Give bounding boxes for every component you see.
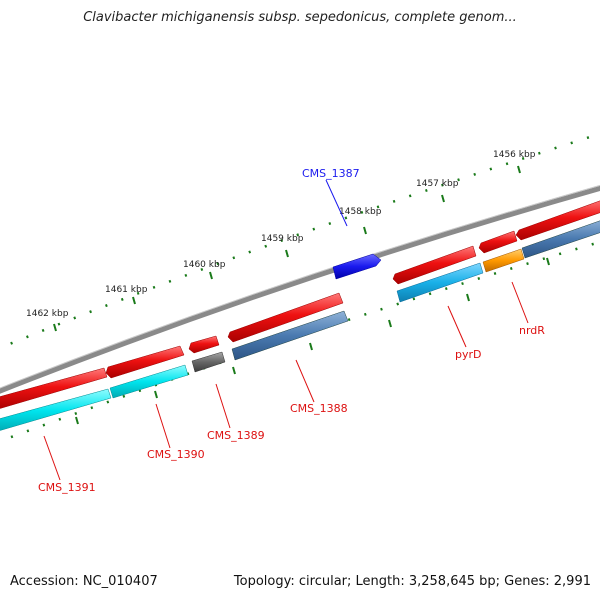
gene-cms1387[interactable] [332,253,382,280]
gene-label-cms1390[interactable]: CMS_1390 [147,448,205,461]
gene-label-cms1389[interactable]: CMS_1389 [207,429,265,442]
ruler-label-1462: 1462 kbp [26,309,69,319]
gene-cms1390-forward[interactable] [105,345,185,379]
ruler-label-1456: 1456 kbp [493,150,536,160]
gene-pyrd-forward[interactable] [392,245,477,285]
genome-backbone-highlight [0,184,600,389]
feature-next[interactable] [521,219,600,259]
gene-label-cms1388[interactable]: CMS_1388 [290,402,348,415]
gene-label-nrdr[interactable]: nrdR [519,324,545,337]
gene-label-pyrd[interactable]: pyrD [455,348,482,361]
genome-summary-text: Topology: circular; Length: 3,258,645 bp… [233,574,591,589]
gene-cms1391-forward[interactable] [0,367,108,410]
feature-cms1389[interactable] [191,351,226,373]
feature-pyrd[interactable] [396,262,484,303]
leader-cms1391 [43,435,61,481]
ruler-label-1461: 1461 kbp [105,285,148,295]
feature-nrdr[interactable] [482,248,525,273]
gene-cms1388-forward[interactable] [227,292,344,343]
ruler-inner-ticks [75,257,550,425]
feature-cms1391[interactable] [0,388,112,432]
ruler-label-1459: 1459 kbp [261,234,304,244]
ruler-major-ticks [53,165,521,332]
genome-backbone [0,185,600,394]
gene-label-cms1387[interactable]: CMS_1387 [302,167,360,180]
leader-nrdr [511,281,529,324]
ruler-label-1457: 1457 kbp [416,179,459,189]
leader-cms1387 [325,179,348,227]
ruler-label-1458: 1458 kbp [339,207,382,217]
leader-pyrd [447,305,467,348]
gene-next-forward[interactable] [515,199,600,241]
track-forward [0,199,600,410]
feature-cms1390[interactable] [109,364,189,399]
leader-cms1390 [155,403,171,449]
gene-cms1389-forward[interactable] [188,335,220,354]
leader-cms1389 [215,383,231,429]
ruler-label-1460: 1460 kbp [183,260,226,270]
gene-label-cms1391[interactable]: CMS_1391 [38,481,96,494]
leader-cms1388 [295,359,315,403]
feature-cms1388[interactable] [231,310,349,361]
label-leaders [43,179,529,481]
gene-nrdr-forward[interactable] [478,230,518,254]
map-title: Clavibacter michiganensis subsp. sepedon… [83,10,517,25]
track-features [0,219,600,432]
accession-text: Accession: NC_010407 [10,574,158,589]
